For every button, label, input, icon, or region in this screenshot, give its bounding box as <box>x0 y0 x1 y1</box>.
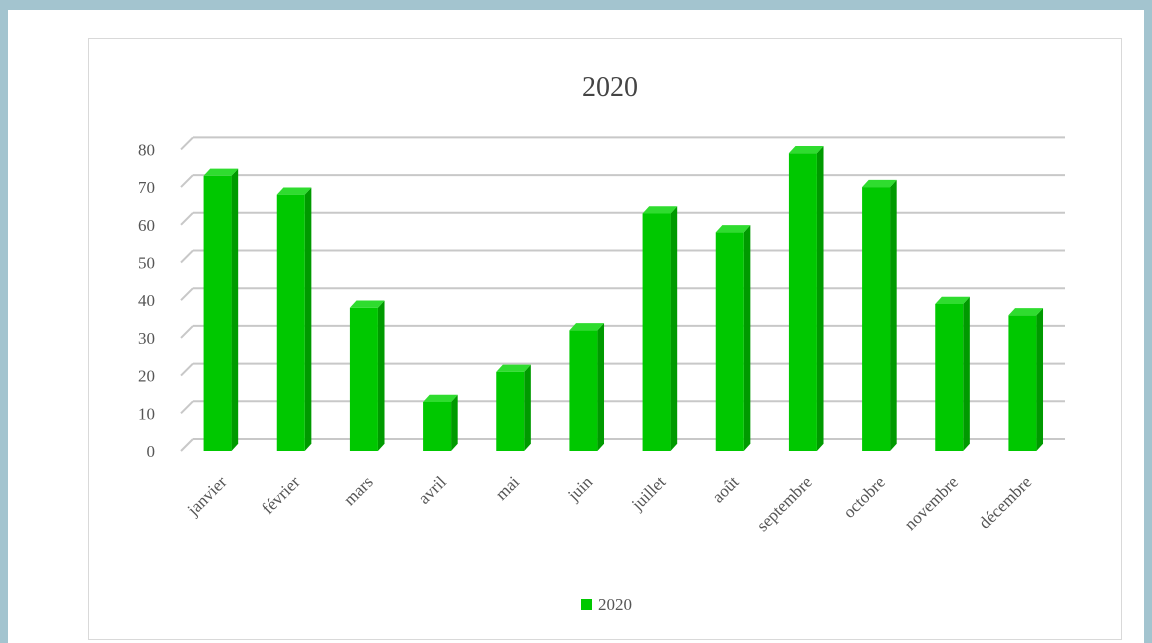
gridline-depth <box>180 136 194 151</box>
y-tick-label: 80 <box>138 140 155 159</box>
bar-mars <box>349 300 385 451</box>
bar-side-face <box>743 225 751 451</box>
gridline-depth <box>180 325 194 339</box>
bar-top-face <box>496 364 531 372</box>
chart-title: 2020 <box>582 72 638 103</box>
x-tick-label: août <box>708 472 742 506</box>
bar-front-face <box>1008 315 1037 451</box>
y-tick-label: 20 <box>138 367 155 386</box>
y-tick-label: 50 <box>138 254 155 273</box>
bar-top-face <box>788 145 824 154</box>
bar-top-face <box>862 179 897 188</box>
gridlines <box>180 136 1065 452</box>
gridline-depth <box>180 400 194 415</box>
bar-mai <box>496 364 531 451</box>
x-tick-label: mai <box>492 472 524 504</box>
bar-front-face <box>935 303 964 451</box>
bar-side-face <box>304 187 312 451</box>
bar-top-face <box>1008 308 1044 316</box>
bar-top-face <box>276 187 312 195</box>
bar-juin <box>569 323 605 451</box>
x-axis: janvier février mars avril mai juin juillet aoû… <box>183 472 1035 535</box>
y-tick-label: 70 <box>138 178 155 197</box>
bar-octobre <box>862 179 897 451</box>
bar-front-face <box>569 330 598 451</box>
bar-front-face <box>788 153 817 452</box>
bar-side-face <box>597 323 605 451</box>
bar-side-face <box>231 168 239 451</box>
y-tick-label: 40 <box>138 291 155 310</box>
y-tick-label: 10 <box>138 404 155 423</box>
x-tick-label: juillet <box>627 472 669 514</box>
x-tick-label: février <box>258 472 304 518</box>
bar-front-face <box>276 194 305 451</box>
bar-top-face <box>349 300 385 308</box>
bar-top-face <box>715 225 751 233</box>
bar-front-face <box>862 187 891 451</box>
bar-février <box>276 187 312 451</box>
bar-front-face <box>496 371 525 451</box>
bar-top-face <box>569 323 605 331</box>
gridline-depth <box>180 212 194 226</box>
gridline-depth <box>180 362 194 377</box>
bar-top-face <box>423 394 458 402</box>
bar-front-face <box>642 213 671 451</box>
legend-label: 2020 <box>598 595 632 614</box>
bar-side-face <box>890 179 897 451</box>
x-tick-label: décembre <box>975 472 1035 532</box>
x-tick-label: septembre <box>753 472 816 535</box>
x-tick-label: novembre <box>901 472 963 534</box>
page: 2020 0 10 20 30 40 50 60 70 80 janvier février mar… <box>8 10 1144 643</box>
bar-top-face <box>203 168 239 176</box>
bar-novembre <box>935 296 970 451</box>
bar-front-face <box>203 175 232 452</box>
gridline-depth <box>180 287 194 301</box>
chart-frame: 2020 0 10 20 30 40 50 60 70 80 janvier février mar… <box>88 38 1122 640</box>
legend-swatch <box>581 599 592 610</box>
bar-septembre <box>788 145 824 452</box>
bar-top-face <box>935 296 970 304</box>
bar-décembre <box>1008 308 1044 451</box>
bar-juillet <box>642 206 678 451</box>
bar-chart: 2020 0 10 20 30 40 50 60 70 80 janvier février mar… <box>138 72 1065 614</box>
bar-side-face <box>963 296 970 451</box>
bar-side-face <box>524 364 531 451</box>
bar-front-face <box>349 307 378 451</box>
y-tick-label: 60 <box>138 216 155 235</box>
bar-janvier <box>203 168 239 452</box>
x-tick-label: janvier <box>183 472 231 520</box>
bar-side-face <box>451 394 458 451</box>
bar-top-face <box>642 206 678 214</box>
x-tick-label: avril <box>414 472 450 508</box>
y-tick-label: 30 <box>138 329 155 348</box>
gridline-depth <box>180 249 194 264</box>
gridline-depth <box>180 438 194 452</box>
bar-side-face <box>670 206 678 451</box>
x-tick-label: mars <box>340 472 377 509</box>
bar-front-face <box>715 232 744 451</box>
legend: 2020 <box>581 595 632 614</box>
bar-avril <box>423 394 458 451</box>
bar-side-face <box>377 300 385 451</box>
x-tick-label: juin <box>563 472 596 505</box>
bars <box>203 145 1044 452</box>
bar-side-face <box>816 145 824 451</box>
bar-side-face <box>1036 308 1044 451</box>
gridline-depth <box>180 174 194 188</box>
bar-août <box>715 225 751 451</box>
bar-front-face <box>423 401 452 451</box>
y-tick-label: 0 <box>147 442 156 461</box>
y-axis: 0 10 20 30 40 50 60 70 80 <box>138 140 155 461</box>
x-tick-label: octobre <box>839 472 888 521</box>
